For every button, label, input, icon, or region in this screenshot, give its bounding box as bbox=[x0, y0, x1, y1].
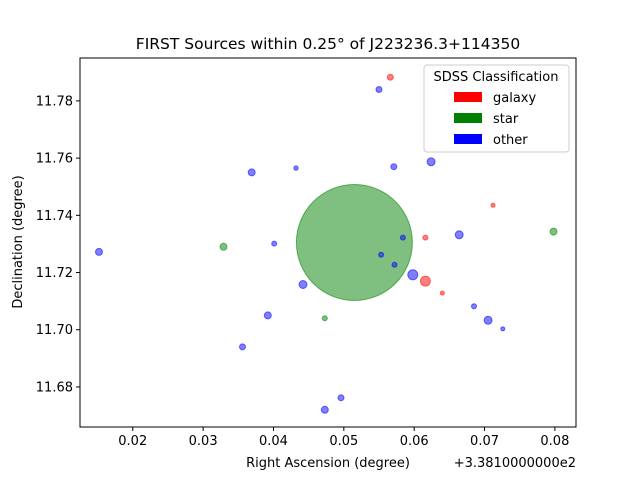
other-point bbox=[426, 157, 436, 167]
other-point bbox=[263, 311, 272, 320]
other-point bbox=[399, 234, 406, 241]
y-tick-label: 11.70 bbox=[36, 323, 73, 338]
x-tick-label: 0.02 bbox=[118, 434, 147, 449]
x-tick-label: 0.03 bbox=[189, 434, 218, 449]
x-axis-ticks: 0.02 0.03 0.04 0.05 0.06 0.07 0.08 bbox=[118, 427, 569, 449]
other-point bbox=[337, 394, 345, 402]
galaxy-point bbox=[490, 202, 496, 208]
y-axis-label: Declination (degree) bbox=[11, 175, 26, 308]
other-point bbox=[407, 269, 419, 281]
galaxy-legend-swatch bbox=[454, 92, 482, 102]
other-point bbox=[471, 303, 477, 310]
galaxy-point bbox=[439, 290, 445, 296]
other-point bbox=[378, 251, 385, 258]
other-point bbox=[293, 165, 299, 171]
plot-frame bbox=[79, 57, 577, 428]
legend-title: SDSS Classification bbox=[434, 70, 559, 85]
other-point bbox=[375, 86, 383, 93]
points-layer bbox=[95, 73, 558, 414]
chart-title: FIRST Sources within 0.25° of J223236.3+… bbox=[136, 35, 520, 53]
y-tick-label: 11.68 bbox=[36, 380, 73, 395]
legend: SDSS Classification galaxy star other bbox=[423, 64, 570, 153]
y-tick-label: 11.76 bbox=[36, 152, 73, 167]
x-tick-label: 0.07 bbox=[470, 434, 499, 449]
other-point bbox=[95, 247, 103, 256]
other-legend-swatch bbox=[454, 134, 482, 144]
y-axis-ticks: 11.68 11.70 11.72 11.74 11.76 11.78 bbox=[36, 94, 80, 395]
x-tick-label: 0.06 bbox=[400, 434, 429, 449]
other-point bbox=[391, 261, 398, 268]
galaxy-point bbox=[422, 234, 429, 241]
star-legend-swatch bbox=[454, 113, 482, 123]
other-point bbox=[320, 405, 329, 414]
other-point bbox=[239, 343, 246, 351]
star-point bbox=[549, 227, 558, 236]
other-point bbox=[500, 326, 506, 332]
x-axis-label: Right Ascension (degree) bbox=[246, 456, 410, 471]
other-point bbox=[454, 230, 464, 240]
star-legend-label: star bbox=[493, 112, 519, 127]
star-point bbox=[321, 315, 328, 322]
legend-frame bbox=[423, 64, 570, 153]
x-tick-label: 0.05 bbox=[329, 434, 358, 449]
galaxy-point bbox=[386, 73, 394, 81]
x-axis-offset-label: +3.3810000000e2 bbox=[454, 456, 576, 471]
y-tick-label: 11.78 bbox=[36, 94, 73, 109]
other-point bbox=[271, 240, 278, 247]
other-legend-label: other bbox=[493, 133, 528, 148]
star-point bbox=[295, 184, 413, 301]
x-tick-label: 0.04 bbox=[259, 434, 288, 449]
x-tick-label: 0.08 bbox=[540, 434, 569, 449]
other-point bbox=[390, 163, 398, 171]
legend-entries: galaxy star other bbox=[454, 91, 536, 148]
galaxy-legend-label: galaxy bbox=[493, 91, 536, 106]
galaxy-point bbox=[419, 275, 431, 287]
y-tick-label: 11.72 bbox=[36, 266, 73, 281]
other-point bbox=[483, 315, 493, 325]
other-point bbox=[298, 280, 308, 289]
y-tick-label: 11.74 bbox=[36, 209, 73, 224]
star-point bbox=[219, 242, 228, 251]
other-point bbox=[247, 168, 256, 177]
